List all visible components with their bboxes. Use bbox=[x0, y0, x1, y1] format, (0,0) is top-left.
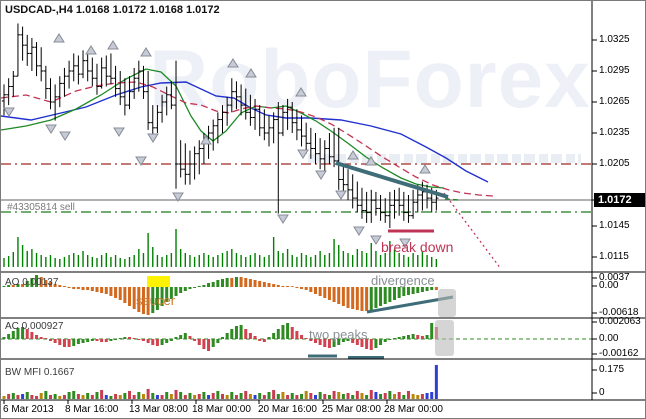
watermark-tagline bbox=[308, 154, 581, 163]
